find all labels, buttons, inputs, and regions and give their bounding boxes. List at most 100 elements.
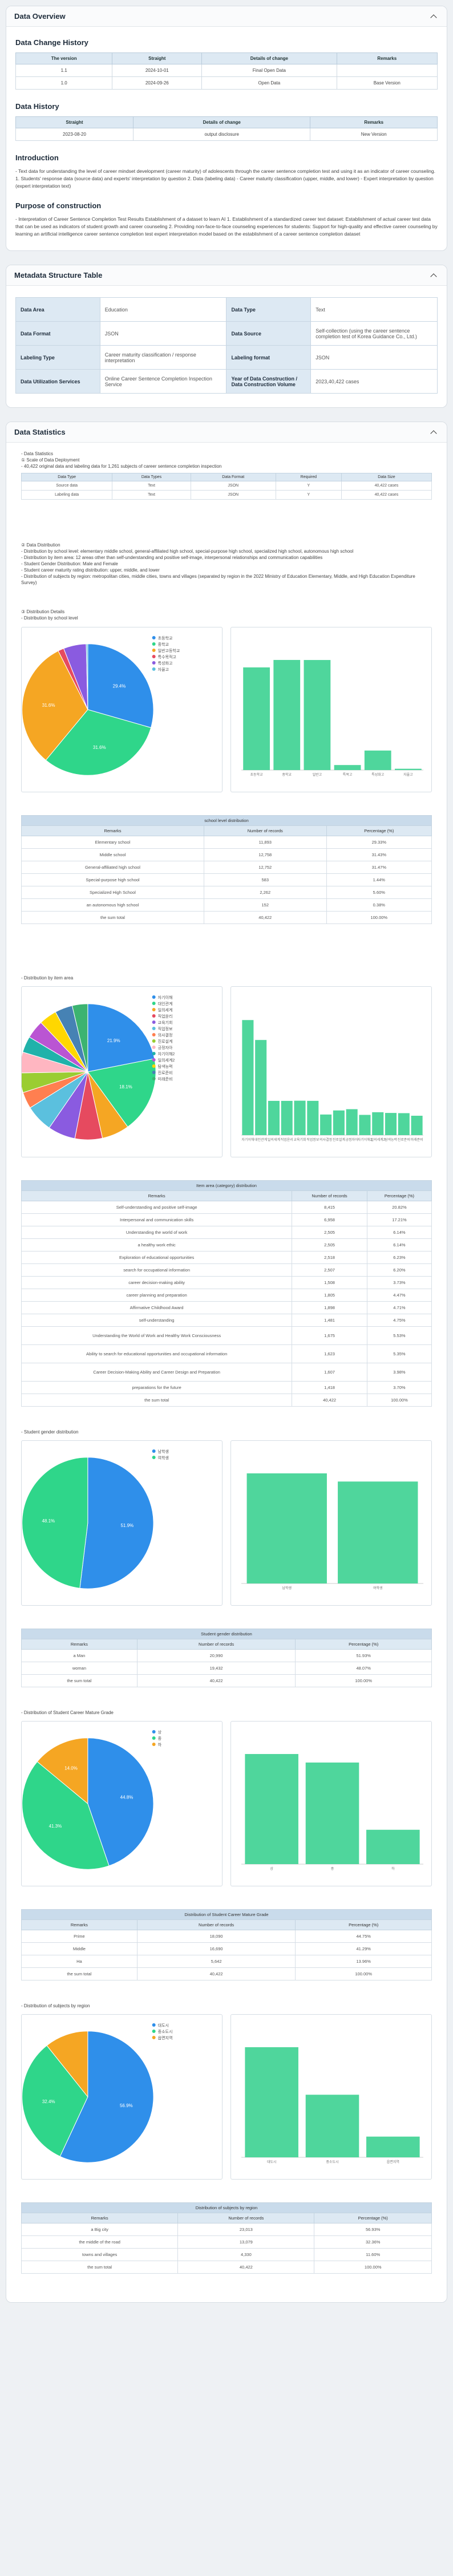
x-tick-label: 중 bbox=[331, 1867, 334, 1871]
table-cell: General-affiliated high school bbox=[21, 861, 204, 874]
statistics-line: - Distribution of subjects by region: me… bbox=[21, 574, 415, 585]
table-cell: 56.93% bbox=[314, 2223, 432, 2236]
x-tick-label: 특목고 bbox=[343, 773, 353, 777]
table-cell: 13,079 bbox=[177, 2235, 315, 2249]
table-cell: Text bbox=[112, 481, 191, 491]
x-tick-label: 남학생 bbox=[282, 1586, 292, 1590]
table-cell: 5,642 bbox=[136, 1955, 296, 1968]
bar bbox=[246, 1473, 327, 1583]
grade-distribution-table: Distribution of Student Career Mature Gr… bbox=[21, 1909, 432, 1980]
table-row: Understanding the World of Work and Heal… bbox=[21, 1326, 432, 1345]
legend-swatch bbox=[152, 1736, 156, 1740]
legend-label: 자율고 bbox=[158, 667, 169, 672]
column-header: Number of records bbox=[292, 1190, 367, 1201]
table-cell: 2024-10-01 bbox=[112, 64, 203, 77]
header-row: Remarks Number of records Percentage (%) bbox=[21, 1639, 432, 1650]
x-tick-label: 일의세계 bbox=[268, 1137, 280, 1142]
change-history-title: Data Change History bbox=[15, 38, 88, 47]
legend-label: 긍정자아 bbox=[158, 1045, 173, 1050]
table-cell: Base Version bbox=[336, 76, 438, 90]
column-header: Remarks bbox=[21, 1190, 293, 1201]
panel-title: Metadata Structure Table bbox=[14, 271, 103, 280]
legend-label: 중소도시 bbox=[158, 2030, 173, 2034]
table-cell: 31.47% bbox=[326, 861, 432, 874]
table-cell: 32.36% bbox=[314, 2235, 432, 2249]
legend-swatch bbox=[152, 1020, 156, 1024]
table-cell: preparations for the future bbox=[21, 1381, 293, 1394]
pie-data-label: 14.0% bbox=[64, 1765, 78, 1771]
legend-label: 탐색능력 bbox=[158, 1064, 173, 1069]
pie-slice bbox=[37, 1737, 88, 1805]
table-row: Self-understanding and positive self-ima… bbox=[21, 1201, 432, 1214]
column-header: Percentage (%) bbox=[366, 1190, 432, 1201]
column-header: Data Format bbox=[190, 473, 276, 481]
table-row: self-understanding 1,481 4.75% bbox=[21, 1314, 432, 1327]
x-tick-label: 상 bbox=[270, 1866, 273, 1871]
table-cell: Understanding the World of Work and Heal… bbox=[21, 1326, 293, 1345]
pie-slice bbox=[71, 1003, 88, 1072]
statistics-line: - Student career maturity rating distrib… bbox=[21, 568, 160, 573]
table-cell: Affirmative Childhood Award bbox=[21, 1301, 293, 1314]
item-area-title: - Distribution by item area bbox=[21, 975, 74, 981]
bar bbox=[398, 1113, 410, 1135]
bar bbox=[372, 1112, 384, 1135]
table-cell: a healthy work ethic bbox=[21, 1238, 293, 1251]
introduction-title: Introduction bbox=[15, 153, 59, 162]
legend-label: 자기이해 bbox=[158, 995, 173, 1000]
metadata-value: Text bbox=[310, 297, 438, 322]
legend-label: 특성화고 bbox=[158, 661, 173, 666]
table-cell: 18,090 bbox=[136, 1930, 296, 1943]
distribution-summary: ② Data Distribution - Distribution by sch… bbox=[21, 542, 432, 586]
table-row: a healthy work ethic 2,505 6.14% bbox=[21, 1238, 432, 1251]
column-header: Data Size bbox=[341, 473, 432, 481]
column-header: Required bbox=[275, 473, 342, 481]
legend-swatch bbox=[152, 1064, 156, 1068]
table-row: career decision-making ability 1,508 3.73% bbox=[21, 1276, 432, 1289]
legend-label: 읍면지역 bbox=[158, 2035, 173, 2040]
grade-title: - Distribution of Student Career Mature … bbox=[21, 1710, 114, 1715]
table-cell: 41.29% bbox=[295, 1942, 432, 1955]
table-cell: Middle school bbox=[21, 848, 204, 861]
table-cell: 12,758 bbox=[203, 848, 327, 861]
statistics-line: - 40,422 original data and labeling data… bbox=[21, 464, 222, 469]
bar bbox=[273, 659, 301, 770]
bar bbox=[346, 1109, 358, 1135]
table-cell: 6.14% bbox=[366, 1238, 432, 1251]
bar bbox=[359, 1115, 371, 1135]
pie-slice bbox=[87, 1058, 156, 1128]
x-tick-label: 특성화고 bbox=[371, 772, 385, 777]
table-cell: 20.82% bbox=[366, 1201, 432, 1214]
table-row: Middle school 12,758 31.43% bbox=[21, 848, 432, 861]
x-tick-label: 직업윤리 bbox=[281, 1137, 293, 1142]
distribution-details: ③ Distribution Details - Distribution by … bbox=[21, 609, 432, 621]
chevron-up-icon[interactable] bbox=[428, 270, 439, 281]
bar bbox=[334, 765, 361, 770]
column-header: Number of records bbox=[177, 2213, 315, 2223]
table-cell: a Big city bbox=[21, 2223, 179, 2236]
legend-swatch bbox=[152, 667, 156, 671]
table-cell: 2,507 bbox=[292, 1263, 367, 1277]
column-header: Percentage (%) bbox=[326, 825, 432, 836]
item-distribution-table: Item area (category) distribution Remarks… bbox=[21, 1180, 432, 1407]
table-cell: 152 bbox=[203, 898, 327, 912]
legend-swatch bbox=[152, 2036, 156, 2039]
legend-swatch bbox=[152, 1456, 156, 1459]
chevron-up-icon[interactable] bbox=[428, 427, 439, 438]
bar bbox=[294, 1100, 306, 1135]
statistics-line: ③ Distribution Details bbox=[21, 609, 65, 614]
table-cell: 4.75% bbox=[366, 1314, 432, 1327]
column-header: Remarks bbox=[310, 116, 438, 128]
data-overview-header[interactable]: Data Overview bbox=[6, 6, 447, 27]
metadata-header[interactable]: Metadata Structure Table bbox=[6, 265, 447, 286]
table-row: Career Decision-Making Ability and Caree… bbox=[21, 1363, 432, 1382]
table-cell: 31.43% bbox=[326, 848, 432, 861]
legend-swatch bbox=[152, 1071, 156, 1074]
metadata-value: Self-collection (using the career senten… bbox=[310, 321, 438, 346]
data-statistics-header[interactable]: Data Statistics bbox=[6, 422, 447, 443]
table-cell: the sum total bbox=[21, 1967, 137, 1980]
column-header: Data Type bbox=[21, 473, 113, 481]
chevron-up-icon[interactable] bbox=[428, 11, 439, 22]
legend-swatch bbox=[152, 995, 156, 999]
table-row: Prime 18,090 44.75% bbox=[21, 1930, 432, 1943]
statistics-line: - Student Gender Distribution: Male and … bbox=[21, 561, 118, 566]
